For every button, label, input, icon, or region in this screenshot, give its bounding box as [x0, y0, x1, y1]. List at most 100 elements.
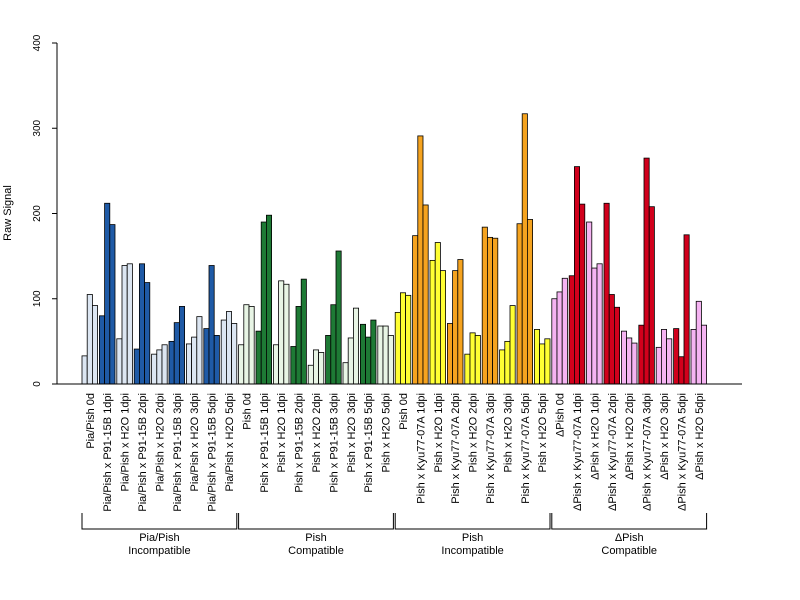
x-tick-label: ΔPish x H2O 2dpi: [624, 393, 636, 480]
group-label: Pia/Pish: [139, 532, 179, 544]
bar: [377, 325, 384, 385]
group-bracket: [551, 513, 708, 530]
bar: [104, 202, 111, 385]
x-tick-label: Pia/Pish x P91-15B 2dpi: [137, 393, 149, 512]
bar: [614, 306, 621, 385]
bar: [325, 335, 332, 385]
y-axis: 0 100 200 300 400: [32, 34, 58, 387]
bar: [534, 329, 541, 385]
bar: [504, 340, 511, 385]
bar: [318, 352, 325, 385]
bar: [126, 263, 133, 385]
bar: [412, 235, 419, 385]
bar: [556, 291, 563, 385]
x-tick-label: ΔPish 0d: [555, 393, 567, 437]
bar: [365, 336, 372, 385]
group-label: Pish: [305, 532, 326, 544]
bar: [342, 362, 349, 385]
bar: [457, 259, 464, 385]
bar: [151, 353, 158, 385]
x-tick-label: Pish x H2O 3dpi: [346, 393, 358, 472]
bar: [422, 204, 429, 385]
bar: [452, 270, 459, 385]
bar: [290, 346, 297, 385]
x-tick-label: ΔPish x H2O 1dpi: [589, 393, 601, 480]
x-tick-label: Pish x H2O 5dpi: [381, 393, 393, 472]
bar: [666, 338, 673, 385]
bar: [434, 242, 441, 385]
x-tick-label: Pish x Kyu77-07A 5dpi: [520, 393, 532, 504]
bar: [156, 349, 163, 385]
bar: [661, 329, 668, 385]
group-label: Pish: [462, 532, 483, 544]
x-tick-label: Pish x P91-15B 1dpi: [259, 393, 271, 493]
bar: [399, 292, 406, 385]
bar: [161, 344, 168, 385]
bar: [469, 332, 476, 385]
bar: [312, 349, 319, 385]
group-bracket: [81, 513, 238, 530]
bar: [439, 270, 446, 385]
x-tick-label: Pish x P91-15B 2dpi: [294, 393, 306, 493]
bar: [544, 338, 551, 385]
bar: [208, 265, 215, 385]
bar: [509, 305, 516, 385]
bar: [231, 323, 238, 385]
bar: [307, 364, 314, 385]
bar: [278, 280, 285, 385]
bar: [86, 294, 93, 385]
bar: [683, 234, 690, 385]
bar: [138, 263, 145, 385]
bar: [596, 263, 603, 385]
x-tick-label: Pish x H2O 2dpi: [311, 393, 323, 472]
x-tick-label: Pish x Kyu77-07A 3dpi: [485, 393, 497, 504]
x-tick-label: ΔPish x Kyu77-07A 3dpi: [642, 393, 654, 511]
x-tick-label: ΔPish x H2O 5dpi: [694, 393, 706, 480]
bar: [561, 277, 568, 385]
bar: [417, 135, 424, 385]
group-brackets: Pia/PishIncompatiblePishCompatiblePishIn…: [81, 513, 708, 557]
y-tick-label: 400: [32, 34, 43, 51]
x-tick-label: Pia/Pish x P91-15B 1dpi: [102, 393, 114, 512]
bar: [335, 250, 342, 385]
group-sublabel: Compatible: [601, 545, 657, 557]
bar: [121, 265, 128, 385]
bar: [673, 328, 680, 385]
x-tick-label: Pish x H2O 1dpi: [433, 393, 445, 472]
bar: [464, 353, 471, 385]
bars: [81, 113, 708, 385]
x-tick-label: Pia/Pish x H2O 2dpi: [154, 393, 166, 491]
x-tick-label: ΔPish x H2O 3dpi: [659, 393, 671, 480]
bar: [109, 224, 116, 385]
bar: [203, 328, 210, 385]
bar: [701, 324, 708, 385]
bar: [196, 316, 203, 385]
bar: [347, 337, 354, 385]
bar: [173, 322, 180, 385]
x-tick-label: Pish x H2O 1dpi: [276, 393, 288, 472]
bar: [690, 329, 697, 385]
bar: [429, 259, 436, 385]
bar: [92, 305, 99, 385]
x-tick-label: Pia/Pish x H2O 3dpi: [189, 393, 201, 491]
bar: [260, 221, 267, 385]
group-sublabel: Incompatible: [441, 545, 503, 557]
bar: [116, 338, 123, 385]
bar: [265, 214, 272, 385]
x-tick-label: Pia/Pish x H2O 1dpi: [120, 393, 132, 491]
bar: [359, 323, 366, 385]
bar: [387, 335, 394, 385]
bar: [568, 275, 575, 385]
bar: [238, 344, 245, 385]
bar: [591, 267, 598, 385]
x-tick-label: Pish x H2O 3dpi: [502, 393, 514, 472]
bar: [486, 236, 493, 385]
x-tick-label: Pish x H2O 2dpi: [468, 393, 480, 472]
group-bracket: [238, 513, 394, 530]
bar: [248, 306, 255, 385]
bar: [499, 349, 506, 385]
bar: [295, 306, 302, 385]
x-tick-label: Pish x P91-15B 5dpi: [363, 393, 375, 493]
bar: [516, 223, 523, 385]
x-tick-label: Pia/Pish x P91-15B 3dpi: [172, 393, 184, 512]
